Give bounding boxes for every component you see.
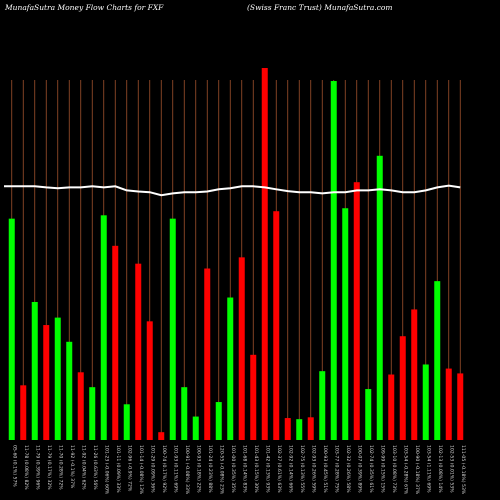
bar-40 bbox=[457, 373, 464, 440]
bar-8 bbox=[89, 387, 96, 440]
bar-31 bbox=[353, 182, 360, 441]
bars bbox=[8, 68, 464, 441]
bar-2 bbox=[20, 385, 27, 440]
x-tick-label: 11-79 (0.17%) 32% bbox=[46, 445, 52, 490]
x-tick-label: 11-26 (0.63%) 56% bbox=[92, 445, 98, 490]
bar-23 bbox=[261, 68, 268, 440]
x-tick-label: 11-78 (0.08%) 82% bbox=[23, 445, 29, 490]
bar-9 bbox=[100, 215, 107, 440]
x-tick-label: 102-32 (0.26%) 58% bbox=[345, 445, 351, 493]
x-tick-label: 11-79 (0.39%) 96% bbox=[34, 445, 40, 490]
bar-30 bbox=[342, 208, 349, 440]
x-tick-label: 100-93 (0.45%) 51% bbox=[322, 445, 328, 493]
bar-16 bbox=[181, 387, 188, 440]
x-tick-label: 111-05 (-0.18%) 53% bbox=[460, 445, 466, 495]
x-tick-label: 102-74 (0.35%) 61% bbox=[368, 445, 374, 493]
x-tick-label: 103-10 (0.08%) 73% bbox=[391, 445, 397, 493]
x-tick-label: 103-77 (0.28%) 75% bbox=[333, 445, 339, 493]
bar-3 bbox=[31, 301, 38, 440]
bar-39 bbox=[445, 368, 452, 440]
bar-24 bbox=[273, 211, 280, 440]
bar-21 bbox=[238, 257, 245, 440]
bar-36 bbox=[411, 309, 418, 440]
x-tick-label: 11-92 (-0.1%) 37% bbox=[69, 445, 75, 489]
bar-1 bbox=[8, 218, 15, 440]
bar-7 bbox=[77, 372, 84, 440]
x-tick-label: 101-14 (-0.08%) 13% bbox=[138, 445, 144, 495]
bar-26 bbox=[296, 419, 303, 440]
x-tick-label: 101-11 (0.09%) 33% bbox=[115, 445, 121, 493]
chart-title-left: MunafaSutra Money Flow Charts for FXF bbox=[5, 3, 164, 12]
x-tick-label: 11-92 (0.04%) 62% bbox=[80, 445, 86, 490]
bar-37 bbox=[422, 364, 429, 440]
x-tick-label: 100-07 (0.39%) 89% bbox=[356, 445, 362, 493]
x-tick-label: 103-54 (1.11%) 69% bbox=[425, 445, 431, 493]
bar-14 bbox=[158, 432, 165, 440]
bar-22 bbox=[250, 354, 257, 440]
x-tick-label: 102-13 (0.08%) 14% bbox=[437, 445, 443, 493]
x-tick-label: 101-00 (0.35%) 35% bbox=[230, 445, 236, 493]
bar-19 bbox=[215, 402, 222, 440]
x-tick-label: 101-68 (0.14%) 83% bbox=[241, 445, 247, 493]
bar-13 bbox=[146, 321, 153, 440]
x-tick-label: 109-99 (0.15%) 15% bbox=[379, 445, 385, 493]
x-tick-label: 101-29 (0.09%) 36% bbox=[149, 445, 155, 493]
bar-20 bbox=[227, 297, 234, 440]
x-tick-label: 102-75 (0.13%) 55% bbox=[299, 445, 305, 493]
bar-15 bbox=[169, 218, 176, 440]
chart-title-right: (Swiss Franc Trust) MunafaSutra.com bbox=[247, 3, 393, 12]
x-tick-label: 05-60 (0.1%) 57% bbox=[11, 445, 17, 487]
x-tick-label: 102-53 (0.01%) 53% bbox=[448, 445, 454, 493]
x-tick-labels: 05-60 (0.1%) 57% 11-78 (0.08%) 82% 11-79 (… bbox=[11, 445, 466, 495]
bar-38 bbox=[434, 281, 441, 440]
bar-34 bbox=[388, 374, 395, 440]
x-tick-label: 102-92 (0.14%) 66% bbox=[287, 445, 293, 493]
bar-27 bbox=[307, 417, 314, 440]
x-tick-label: 101-42 (0.13%) 93% bbox=[264, 445, 270, 493]
bar-33 bbox=[376, 155, 383, 441]
bar-25 bbox=[284, 418, 291, 440]
x-tick-label: 11-70 (0.28%) 72% bbox=[57, 445, 63, 490]
money-flow-line bbox=[4, 184, 461, 197]
x-tick-label: 102-96 (-0.9%) 72% bbox=[126, 445, 132, 492]
bar-11 bbox=[123, 404, 130, 440]
x-tick-label: 103-54 (-0.28%) 67% bbox=[402, 445, 408, 495]
bar-32 bbox=[365, 389, 372, 440]
bar-35 bbox=[399, 336, 406, 440]
x-tick-label: 120-55 (-0.08%) 23% bbox=[218, 445, 224, 495]
x-tick-label: 100-91 (-0.08%) 33% bbox=[184, 445, 190, 495]
bar-10 bbox=[112, 245, 119, 440]
x-tick-label: 101-24 (0.23%) 88% bbox=[207, 445, 213, 493]
bar-18 bbox=[204, 268, 211, 440]
x-tick-label: 101-93 (0.11%) 69% bbox=[172, 445, 178, 493]
x-tick-label: 102-37 (0.61%) 63% bbox=[276, 445, 282, 493]
bar-17 bbox=[192, 416, 199, 440]
bar-28 bbox=[319, 371, 326, 440]
x-tick-label: 100-93 (0.18%) 22% bbox=[195, 445, 201, 493]
bar-4 bbox=[43, 325, 50, 440]
x-tick-label: 100-74 (0.17%) 92% bbox=[161, 445, 167, 493]
bar-5 bbox=[54, 317, 61, 440]
x-tick-label: 102-93 (0.26%) 59% bbox=[310, 445, 316, 493]
x-tick-label: 101-23 (-0.06%) 60% bbox=[103, 445, 109, 495]
x-tick-label: 101-43 (0.15%) 30% bbox=[253, 445, 259, 493]
bar-29 bbox=[330, 81, 337, 441]
bar-12 bbox=[135, 263, 142, 440]
bar-6 bbox=[66, 341, 73, 440]
x-tick-label: 100-90 (-0.18%) 37% bbox=[414, 445, 420, 495]
